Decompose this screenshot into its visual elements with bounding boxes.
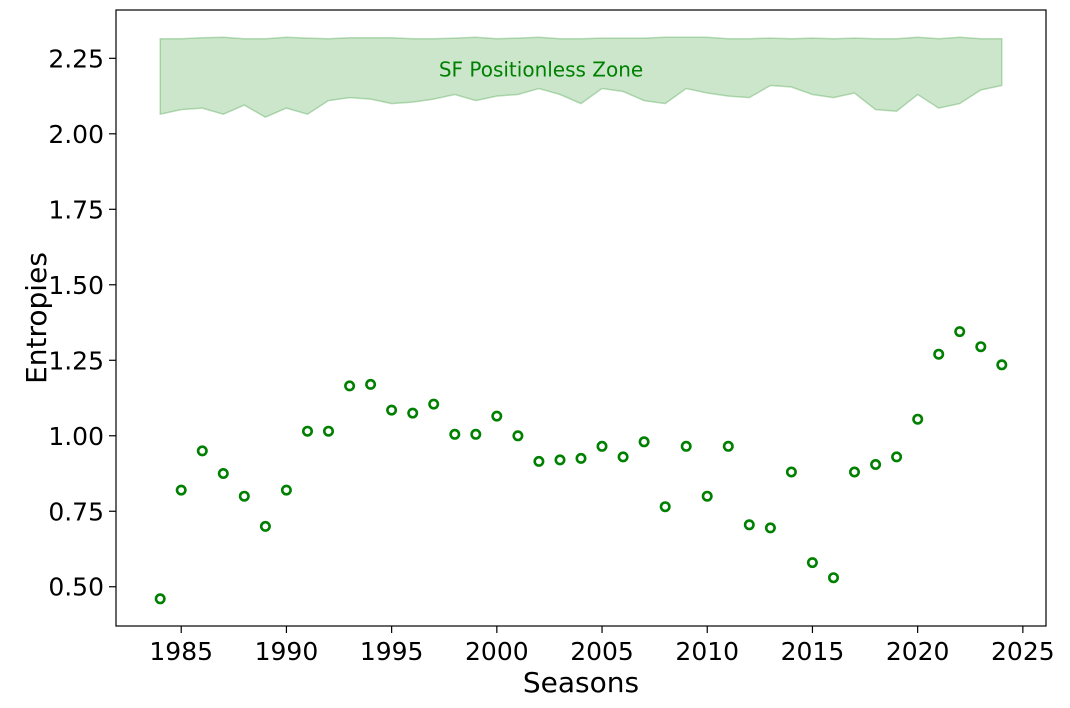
data-point (680, 440, 692, 452)
x-tick-label: 2000 (465, 637, 529, 666)
y-tick-label: 1.00 (48, 422, 104, 451)
x-tick-label: 1995 (360, 637, 424, 666)
data-point (954, 326, 966, 338)
data-point (512, 430, 524, 442)
data-point (596, 440, 608, 452)
x-tick-label: 2015 (781, 637, 845, 666)
data-point (996, 359, 1008, 371)
data-point (196, 445, 208, 457)
data-point (154, 593, 166, 605)
x-axis-title: Seasons (523, 666, 639, 699)
data-point (175, 484, 187, 496)
y-tick-label: 1.25 (48, 346, 104, 375)
data-point (659, 501, 671, 513)
data-point (806, 557, 818, 569)
x-tick-label: 2005 (570, 637, 634, 666)
data-point (554, 454, 566, 466)
x-tick-label: 1985 (149, 637, 213, 666)
data-point (470, 428, 482, 440)
y-tick-label: 1.75 (48, 195, 104, 224)
y-axis-title: Entropies (20, 252, 53, 384)
data-point (238, 490, 250, 502)
zone-band (159, 36, 1003, 119)
data-point (638, 436, 650, 448)
data-point (743, 519, 755, 531)
data-point (322, 425, 334, 437)
data-point (785, 466, 797, 478)
data-point (827, 572, 839, 584)
data-point (217, 467, 229, 479)
data-point (575, 452, 587, 464)
y-tick-label: 1.50 (48, 271, 104, 300)
data-point (533, 455, 545, 467)
data-point (722, 440, 734, 452)
data-point (617, 451, 629, 463)
y-tick-label: 2.00 (48, 120, 104, 149)
x-axis: 1985 1990 1995 2000 2005 2010 2015 2020 2025 (149, 626, 1055, 666)
data-point (259, 520, 271, 532)
data-point (848, 466, 860, 478)
data-point (975, 341, 987, 353)
y-tick-label: 2.25 (48, 44, 104, 73)
data-point (701, 490, 713, 502)
data-point (449, 428, 461, 440)
data-point (344, 380, 356, 392)
y-tick-label: 0.50 (48, 573, 104, 602)
x-tick-label: 2010 (675, 637, 739, 666)
x-tick-label: 2025 (991, 637, 1055, 666)
data-point (933, 348, 945, 360)
zone-label: SF Positionless Zone (439, 57, 643, 81)
data-point (428, 398, 440, 410)
data-point (301, 425, 313, 437)
data-point (870, 458, 882, 470)
data-point (912, 413, 924, 425)
data-point (891, 451, 903, 463)
plot-area-frame (115, 9, 1047, 627)
x-tick-label: 1990 (255, 637, 319, 666)
data-point (280, 484, 292, 496)
y-tick-label: 0.75 (48, 497, 104, 526)
positionless-zone-layer (159, 36, 1003, 119)
data-point (764, 522, 776, 534)
y-axis: 0.50 0.75 1.00 1.25 1.50 1.75 2.00 2.25 (48, 44, 116, 602)
data-points-layer (154, 326, 1008, 605)
data-point (407, 407, 419, 419)
data-point (386, 404, 398, 416)
x-tick-label: 2020 (886, 637, 950, 666)
data-point (491, 410, 503, 422)
data-point (365, 378, 377, 390)
